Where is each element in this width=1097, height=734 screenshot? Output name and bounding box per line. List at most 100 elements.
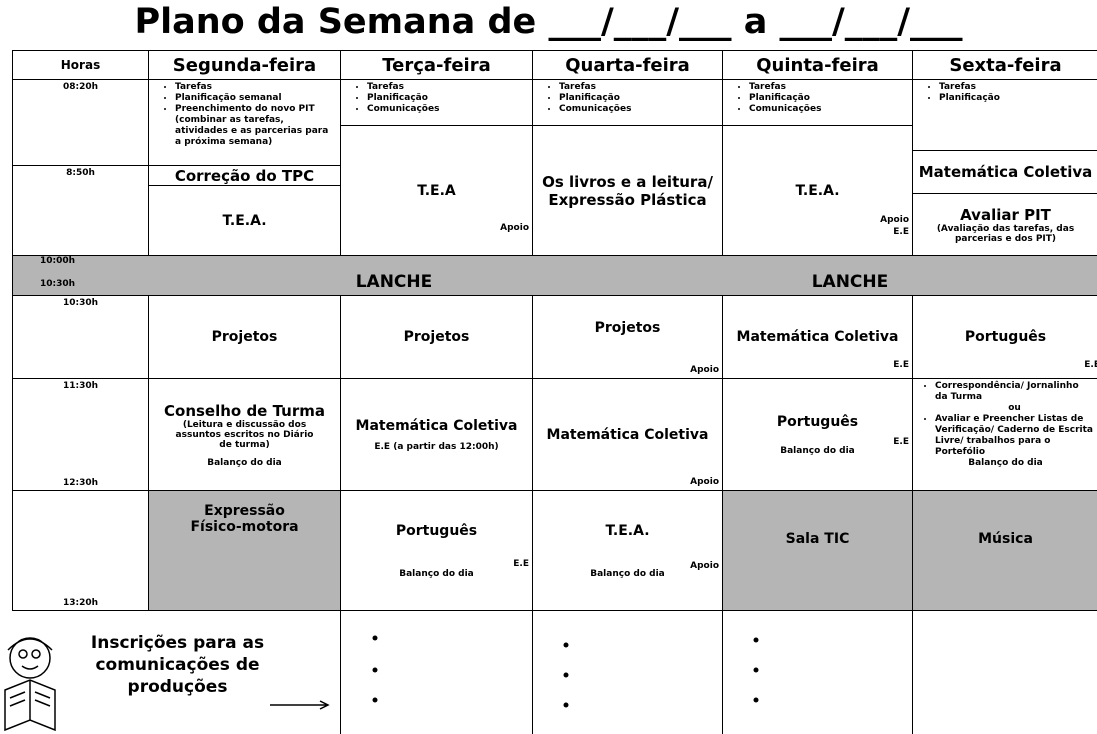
list-item: Planificação (559, 93, 718, 104)
table-cell: TarefasPlanificação semanalPreenchimento… (148, 79, 341, 166)
table-cell: Projetos Apoio (532, 295, 723, 379)
divider (340, 610, 341, 734)
cell-text: Balanço do dia (399, 568, 474, 579)
table-cell: Português E.E Balanço do dia (340, 490, 533, 611)
cell-text: LANCHE (355, 272, 433, 292)
cell-text: Projetos (594, 320, 661, 336)
table-cell: Correspondência/ Jornalinho da TurmaouAv… (912, 378, 1097, 491)
cell-text (31, 649, 41, 659)
cell-text (270, 700, 330, 710)
cell-text: T.E.A (417, 182, 456, 199)
cell-text (563, 672, 569, 678)
table-cell: Sexta-feira (912, 50, 1097, 80)
cell-text: Português (776, 413, 859, 430)
cell-text (753, 637, 759, 643)
divider (532, 610, 533, 734)
cell-text: Balanço do dia (207, 457, 282, 468)
table-cell: Matemática Coletiva E.E (722, 295, 913, 379)
table-cell: Matemática Coletiva Apoio (532, 378, 723, 491)
table-cell: Expressão Físico-motora (148, 490, 341, 611)
table-cell: 13:20h (12, 490, 149, 611)
cell-text (372, 635, 759, 708)
table-cell: Quinta-feira (722, 50, 913, 80)
cell-note: E.E (893, 227, 909, 237)
list-item: Tarefas (559, 82, 718, 93)
cell-text: Avaliar PIT (960, 205, 1051, 224)
list: TarefasPlanificaçãoComunicações (345, 82, 528, 115)
table-cell: Segunda-feira (148, 50, 341, 80)
cell-text (563, 702, 569, 708)
table-cell: TarefasPlanificaçãoComunicações (532, 79, 723, 126)
list-item: Planificação semanal (175, 93, 336, 104)
list-item: Correspondência/ Jornalinho da Turma (935, 381, 1094, 403)
list-item: Tarefas (175, 82, 336, 93)
cell-note: Apoio (880, 215, 909, 225)
table-cell: Os livros e a leitura/ Expressão Plástic… (532, 125, 723, 256)
cell-text: Expressão Físico-motora (190, 503, 299, 535)
divider (912, 610, 913, 734)
cell-note: Apoio (690, 365, 719, 375)
cell-text (753, 697, 759, 703)
cell-note: Apoio (690, 477, 719, 487)
cell-note: Apoio (690, 561, 719, 571)
table-cell: Matemática Coletiva E.E (a partir das 12:… (340, 378, 533, 491)
cell-text (372, 667, 378, 673)
cell-text: 10:30h (40, 279, 76, 289)
cell-text (753, 667, 759, 673)
list-item: Planificação (939, 93, 1094, 104)
cell-note: E.E (893, 360, 909, 370)
table-cell: Terça-feira (340, 50, 533, 80)
list-item: Comunicações (559, 104, 718, 115)
table-cell: Projetos (148, 295, 341, 379)
cell-text: E.E (a partir das 12:00h) (374, 441, 499, 452)
list-item: Comunicações (367, 104, 528, 115)
cell-text (9, 691, 51, 707)
cell-text: Português (395, 522, 478, 539)
divider (722, 610, 723, 734)
list-item: Planificação (367, 93, 528, 104)
list-item: Avaliar e Preencher Listas de Verificaçã… (935, 414, 1094, 458)
cell-text: (Leitura e discussão dos assuntos escrit… (175, 419, 314, 450)
list-item: ou (1008, 403, 1021, 413)
cell-text: 08:20h (62, 82, 99, 92)
list: TarefasPlanificação (917, 82, 1094, 104)
cell-text: Matemática Coletiva (355, 417, 518, 434)
table-cell: Música (912, 490, 1097, 611)
list: Correspondência/ Jornalinho da TurmaouAv… (917, 381, 1094, 458)
table-cell: Projetos (340, 295, 533, 379)
cell-text (372, 635, 378, 641)
table-cell: Português E.E Balanço do dia (722, 378, 913, 491)
table-cell: 8:50h (12, 165, 149, 256)
table-cell: 08:20h (12, 79, 149, 166)
table-cell: Horas (12, 50, 149, 80)
cell-text (7, 638, 53, 651)
cell-text (563, 642, 569, 648)
cell-text: 10:30h (62, 298, 99, 308)
table-cell: TarefasPlanificação (912, 79, 1097, 151)
cell-text: Conselho de Turma (164, 401, 325, 420)
cell-text (18, 649, 28, 659)
list: TarefasPlanificaçãoComunicações (537, 82, 718, 115)
table-cell: T.E.A Apoio (340, 125, 533, 256)
cell-text (9, 637, 51, 679)
cell-text: LANCHE (811, 272, 889, 292)
table-cell: TarefasPlanificaçãoComunicações (722, 79, 913, 126)
cell-text (4, 637, 330, 732)
cell-text: Balanço do dia (780, 445, 855, 456)
table-cell: Matemática Coletiva (912, 150, 1097, 194)
footer-label: Inscrições para as comunicações de produ… (90, 633, 265, 697)
table-cell: Correção do TPC (148, 165, 341, 186)
table-cell: Avaliar PIT (Avaliação das tarefas, das p… (912, 193, 1097, 256)
cell-note: Apoio (500, 223, 529, 233)
table-cell: Quarta-feira (532, 50, 723, 80)
list-item: Comunicações (749, 104, 908, 115)
cell-text: 13:20h (62, 598, 99, 608)
cell-text: (Avaliação das tarefas, das parcerias e … (936, 223, 1075, 244)
cell-text: T.E.A. (605, 522, 650, 539)
list-item: Tarefas (939, 82, 1094, 93)
list-item: Tarefas (367, 82, 528, 93)
cell-text: Balanço do dia (590, 568, 665, 579)
cell-text: 8:50h (66, 168, 95, 178)
cell-note: E.E (1084, 360, 1097, 370)
